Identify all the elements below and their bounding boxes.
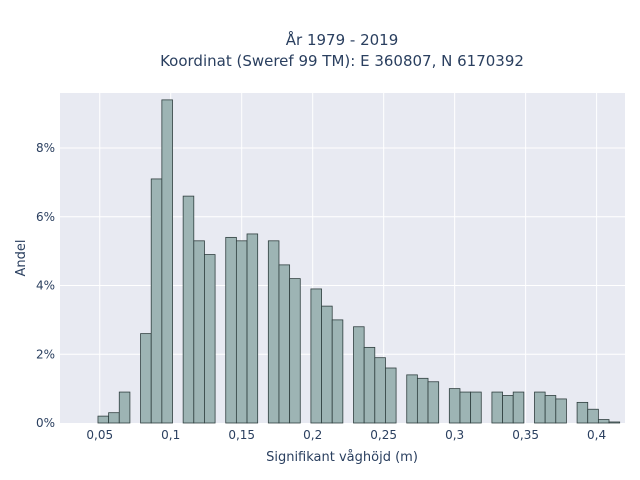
y-tick-label: 4% <box>36 279 55 293</box>
x-tick-label: 0,05 <box>86 428 113 442</box>
histogram-bar <box>502 395 514 424</box>
histogram-bar <box>289 278 301 424</box>
histogram-bar <box>491 391 503 424</box>
histogram-bar <box>587 408 599 424</box>
histogram-bar <box>512 391 525 424</box>
histogram-bar <box>204 254 216 424</box>
histogram-bar <box>416 377 429 424</box>
y-tick-label: 8% <box>36 141 55 155</box>
x-axis-ticks: 0,05 0,1 0,15 0,2 0,25 0,3 0,35 0,4 <box>86 428 606 442</box>
y-tick-label: 6% <box>36 210 55 224</box>
histogram-bar <box>374 357 386 424</box>
histogram-bar <box>193 240 205 424</box>
y-axis-label: Andel <box>14 240 29 277</box>
x-tick-label: 0,3 <box>445 428 464 442</box>
y-tick-label: 2% <box>36 347 55 361</box>
x-tick-label: 0,2 <box>303 428 322 442</box>
histogram-bar <box>97 415 110 424</box>
histogram-bar <box>576 401 589 424</box>
histogram-bar <box>470 391 482 424</box>
histogram-bar <box>278 264 291 424</box>
histogram-bar <box>108 412 120 424</box>
histogram-bar <box>448 388 461 424</box>
histogram-bar <box>150 178 163 424</box>
histogram-bar <box>427 381 440 424</box>
chart-title-line-1: År 1979 - 2019 <box>286 30 399 49</box>
histogram-bar <box>459 391 472 424</box>
histogram-bar <box>331 319 344 424</box>
y-axis-ticks: 0% 2% 4% 6% 8% <box>36 141 55 430</box>
histogram-bar <box>246 233 259 424</box>
histogram-bar <box>544 395 557 424</box>
histogram-bar <box>406 374 418 424</box>
x-tick-label: 0,4 <box>587 428 606 442</box>
histogram-bar <box>182 195 195 424</box>
histogram-bar <box>385 367 397 424</box>
chart-title-line-2: Koordinat (Sweref 99 TM): E 360807, N 61… <box>160 52 524 70</box>
histogram-bar <box>597 419 610 424</box>
histogram-bars <box>97 99 621 424</box>
histogram-bar <box>353 326 365 424</box>
x-tick-label: 0,1 <box>161 428 180 442</box>
x-axis-label: Signifikant våghöjd (m) <box>266 450 418 465</box>
histogram-bar <box>555 398 567 424</box>
x-tick-label: 0,35 <box>512 428 539 442</box>
histogram-bar <box>161 99 173 424</box>
histogram-bar <box>608 421 621 424</box>
histogram-bar <box>140 333 152 424</box>
histogram-bar <box>363 346 376 424</box>
x-tick-label: 0,25 <box>370 428 397 442</box>
y-tick-label: 0% <box>36 416 55 430</box>
histogram-bar <box>118 391 131 424</box>
histogram-bar <box>235 240 248 424</box>
histogram-bar <box>321 305 333 424</box>
histogram-bar <box>225 236 237 424</box>
histogram-bar <box>534 391 546 424</box>
histogram-bar <box>267 240 280 424</box>
histogram-bar <box>310 288 322 424</box>
x-tick-label: 0,15 <box>228 428 255 442</box>
